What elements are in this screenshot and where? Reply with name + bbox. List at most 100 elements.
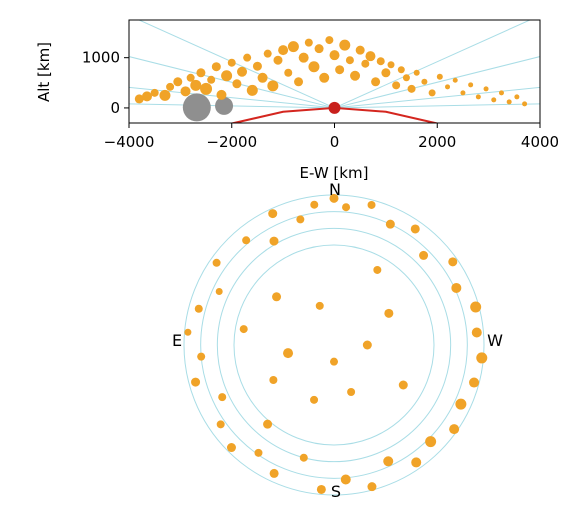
satellite-point <box>350 70 361 81</box>
x-axis-label: E-W [km] <box>300 164 369 182</box>
satellite-point <box>376 57 385 66</box>
sky-satellite-point <box>269 376 278 384</box>
sky-satellite-point <box>315 301 324 310</box>
satellite-point <box>252 61 262 71</box>
satellite-point <box>294 77 304 87</box>
sky-satellite-point <box>451 282 462 293</box>
satellite-point <box>407 84 416 93</box>
satellite-point <box>361 59 370 68</box>
sky-satellite-point <box>212 258 221 267</box>
satellite-point <box>387 61 395 69</box>
sky-satellite-point <box>410 224 420 234</box>
altitude-panel: −4000 −2000 0 2000 4000 0 1000 E-W [km] Alt [… <box>35 19 559 182</box>
y-ticks: 0 1000 <box>82 49 129 117</box>
grey-object <box>182 93 211 122</box>
satellite-point <box>345 56 354 65</box>
y-axis-label: Alt [km] <box>35 42 53 102</box>
satellite-point <box>180 86 191 97</box>
satellite-point <box>483 86 489 92</box>
sky-satellite-point <box>269 468 279 478</box>
satellite-point <box>237 66 248 77</box>
satellite-point <box>329 50 340 61</box>
sky-satellite-point <box>329 193 339 203</box>
sky-satellite-point <box>216 420 225 429</box>
satellite-point <box>335 65 345 75</box>
altitude-plot-area <box>129 20 540 123</box>
sky-view-panel: N S E W <box>172 180 503 501</box>
satellite-point <box>267 80 279 92</box>
sky-satellite-point <box>411 457 422 468</box>
satellite-point <box>284 68 293 77</box>
sky-satellite-point <box>470 301 482 313</box>
sky-satellite-point <box>215 287 223 295</box>
sky-satellite-point <box>299 453 308 462</box>
satellite-point <box>514 94 520 100</box>
satellite-point <box>298 52 309 63</box>
satellite-point <box>392 81 401 90</box>
elevation-line <box>334 20 532 109</box>
elevation-line <box>334 56 540 109</box>
sky-satellite-point <box>194 304 203 313</box>
sky-satellite-point <box>367 200 376 209</box>
elevation-ring <box>216 227 452 463</box>
sky-satellite-point <box>268 209 278 219</box>
observer-marker <box>328 101 341 114</box>
satellite-point <box>314 44 324 54</box>
y-tick-label: 1000 <box>82 49 120 67</box>
satellite-point <box>475 94 481 100</box>
elevation-line <box>129 103 335 109</box>
sky-satellite-point <box>184 328 192 336</box>
satellite-point <box>207 75 216 84</box>
satellite-point <box>413 69 420 76</box>
satellite-point <box>227 58 236 67</box>
sky-satellite-point <box>340 474 351 485</box>
satellite-point <box>150 88 159 97</box>
grey-objects <box>182 93 234 122</box>
sky-satellite-point <box>469 377 480 388</box>
sky-satellite-point <box>272 292 282 302</box>
x-tick-label: 0 <box>330 133 340 151</box>
satellite-point <box>468 82 474 88</box>
sky-satellite-point <box>449 424 460 435</box>
satellite-point <box>460 90 466 96</box>
sky-satellite-point <box>263 419 273 429</box>
sky-satellite-point <box>218 393 227 402</box>
satellite-point <box>243 53 252 62</box>
satellite-point <box>498 90 504 96</box>
sky-satellite-point <box>398 380 408 390</box>
sky-satellite-point <box>373 265 382 274</box>
satellite-point <box>216 89 227 100</box>
satellite-points <box>134 36 528 107</box>
sky-satellite-point <box>471 327 482 338</box>
satellite-point <box>246 84 258 96</box>
x-ticks: −4000 −2000 0 2000 4000 <box>104 123 559 151</box>
compass-north: N <box>329 180 341 199</box>
sky-satellite-point <box>384 308 394 318</box>
satellite-point <box>428 89 436 97</box>
satellite-point <box>421 78 428 85</box>
sky-satellite-point <box>316 484 326 494</box>
satellite-point <box>522 101 528 107</box>
satellite-point <box>221 70 233 82</box>
satellite-point <box>304 38 313 47</box>
sky-satellite-point <box>242 236 251 245</box>
satellite-point <box>263 49 272 58</box>
satellite-point <box>159 89 171 101</box>
sky-satellite-point <box>310 200 319 209</box>
sky-satellite-point <box>425 436 437 448</box>
satellite-point <box>355 45 365 55</box>
satellite-point <box>196 68 206 78</box>
elevation-line <box>334 86 540 109</box>
satellite-point <box>257 72 268 83</box>
sky-satellite-point <box>269 236 279 246</box>
satellite-point <box>397 66 405 74</box>
satellite-point <box>278 45 289 56</box>
satellite-point <box>211 62 221 72</box>
sky-satellite-point <box>347 387 356 396</box>
y-tick-label: 0 <box>110 99 120 117</box>
x-tick-label: 4000 <box>521 133 559 151</box>
sky-satellite-point <box>197 352 206 361</box>
satellite-point <box>319 72 330 83</box>
satellite-point <box>491 97 497 103</box>
sky-satellite-point <box>455 398 467 410</box>
